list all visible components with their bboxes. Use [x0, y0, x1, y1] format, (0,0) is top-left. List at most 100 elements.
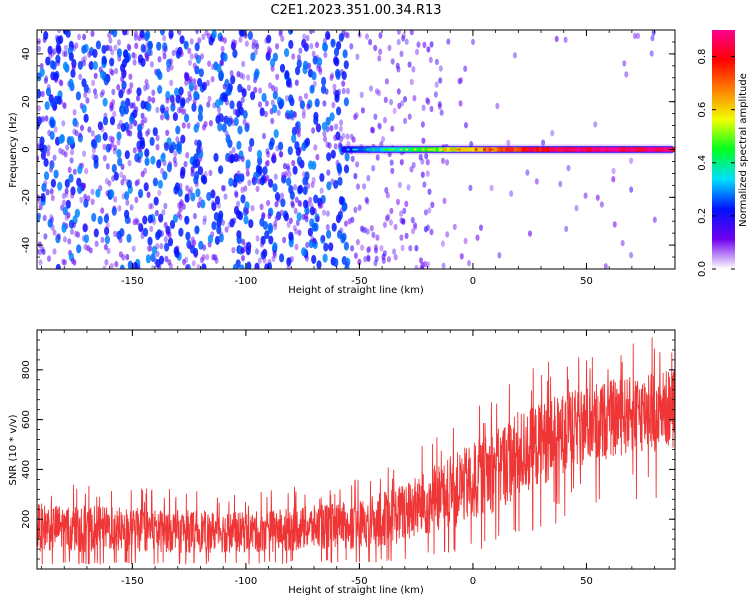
- heatmap-cell: [68, 173, 74, 183]
- heatmap-cell: [360, 244, 365, 251]
- heatmap-cell: [308, 239, 314, 249]
- heatmap-cell: [262, 166, 268, 176]
- heatmap-cell: [43, 158, 49, 167]
- heatmap-cell: [151, 245, 157, 255]
- heatmap-cell: [428, 56, 433, 64]
- heatmap-cell: [185, 74, 190, 81]
- signal-line-segment: [438, 147, 442, 152]
- heatmap-cell: [162, 35, 167, 42]
- heatmap-cell: [382, 221, 387, 228]
- heatmap-cell: [61, 223, 67, 233]
- heatmap-cell: [132, 59, 137, 66]
- heatmap-cell: [370, 126, 374, 133]
- heatmap-cell: [63, 259, 67, 266]
- heatmap-cell: [319, 173, 325, 182]
- spectrogram-x-axis-label: Height of straight line (km): [288, 285, 424, 296]
- heatmap-cell: [236, 200, 241, 207]
- signal-line-segment: [499, 147, 504, 152]
- signal-line-segment: [613, 147, 618, 152]
- heatmap-cell: [174, 47, 179, 54]
- heatmap-cell: [629, 157, 634, 164]
- heatmap-cell: [305, 34, 310, 42]
- heatmap-cell: [294, 196, 299, 203]
- heatmap-cell: [192, 212, 197, 220]
- signal-line-segment: [405, 148, 409, 151]
- heatmap-cell: [181, 122, 186, 129]
- heatmap-cell: [165, 230, 170, 237]
- heatmap-cell: [242, 110, 248, 119]
- signal-line-segment: [380, 147, 384, 152]
- heatmap-cell: [302, 33, 307, 40]
- heatmap-cell: [44, 115, 49, 122]
- heatmap-cell: [375, 154, 380, 161]
- heatmap-cell: [296, 59, 302, 69]
- heatmap-cell: [125, 253, 130, 261]
- heatmap-cell: [246, 84, 251, 91]
- heatmap-cell: [354, 112, 359, 119]
- heatmap-cell: [197, 201, 201, 209]
- heatmap-cell: [284, 95, 289, 102]
- heatmap-cell: [102, 132, 108, 141]
- signal-line-segment: [488, 148, 493, 151]
- heatmap-cell: [262, 248, 268, 258]
- heatmap-cell: [224, 226, 229, 233]
- heatmap-cell: [152, 218, 157, 225]
- heatmap-cell: [72, 168, 77, 175]
- heatmap-cell: [184, 72, 189, 80]
- heatmap-cell: [91, 147, 96, 154]
- heatmap-cell: [182, 258, 186, 266]
- heatmap-cell: [200, 53, 204, 60]
- heatmap-cell: [72, 128, 77, 135]
- heatmap-cell: [186, 122, 191, 129]
- heatmap-cell: [611, 167, 616, 174]
- heatmap-cell: [173, 150, 178, 158]
- heatmap-cell: [446, 38, 451, 45]
- heatmap-cell: [97, 121, 103, 131]
- heatmap-cell: [205, 253, 210, 261]
- heatmap-cell: [195, 30, 200, 35]
- heatmap-cell: [336, 162, 342, 172]
- heatmap-cell: [87, 51, 92, 58]
- heatmap-cell: [244, 201, 250, 211]
- heatmap-cell: [81, 45, 87, 54]
- signal-line-segment: [374, 147, 378, 152]
- heatmap-cell: [387, 44, 392, 52]
- heatmap-cell: [345, 32, 350, 39]
- heatmap-cell: [168, 30, 174, 39]
- heatmap-cell: [254, 262, 260, 269]
- heatmap-cell: [288, 81, 293, 89]
- heatmap-cell: [289, 256, 294, 263]
- heatmap-cell: [404, 232, 409, 240]
- heatmap-cell: [334, 57, 340, 67]
- heatmap-cell: [37, 248, 42, 256]
- heatmap-cell: [550, 130, 555, 137]
- signal-line-segment: [611, 147, 615, 152]
- heatmap-cell: [371, 231, 376, 239]
- heatmap-cell: [230, 41, 237, 51]
- heatmap-cell: [338, 195, 344, 205]
- heatmap-cell: [341, 71, 347, 80]
- heatmap-cell: [389, 159, 394, 166]
- heatmap-cell: [93, 228, 99, 238]
- heatmap-cell: [102, 155, 107, 162]
- heatmap-cell: [287, 171, 292, 178]
- heatmap-cell: [71, 64, 76, 71]
- heatmap-cell: [221, 116, 226, 123]
- signal-line-segment: [446, 147, 451, 152]
- heatmap-cell: [291, 53, 296, 60]
- heatmap-cell: [422, 41, 427, 49]
- heatmap-cell: [307, 62, 312, 69]
- heatmap-cell: [76, 177, 82, 187]
- heatmap-cell: [105, 163, 110, 170]
- heatmap-cell: [309, 30, 314, 35]
- signal-line-segment: [541, 147, 545, 152]
- heatmap-cell: [82, 223, 88, 233]
- heatmap-cell: [479, 224, 483, 231]
- heatmap-cell: [369, 225, 374, 232]
- heatmap-cell: [233, 117, 239, 127]
- heatmap-cell: [257, 257, 262, 264]
- heatmap-cell: [279, 63, 286, 73]
- heatmap-cell: [157, 56, 162, 63]
- signal-line-segment: [627, 147, 632, 152]
